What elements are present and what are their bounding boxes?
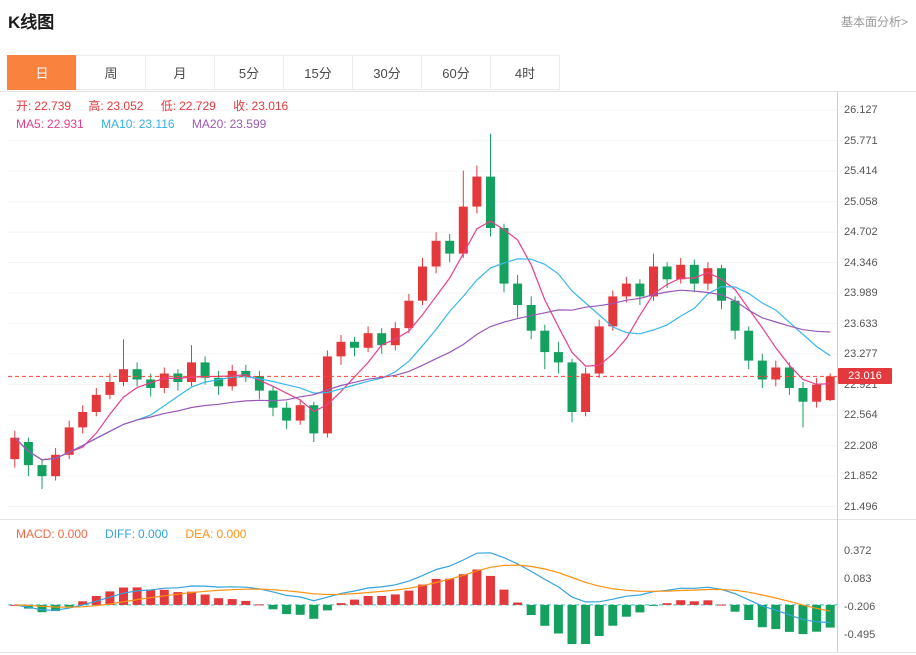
high-value: 23.052 <box>106 99 144 113</box>
diff-value: 0.000 <box>138 527 169 541</box>
price-axis-label: 22.208 <box>844 439 878 452</box>
tab-timeframe-3[interactable]: 月 <box>145 55 215 90</box>
price-axis-label: 24.702 <box>844 226 878 239</box>
price-axis-label: 26.127 <box>844 104 878 117</box>
low-value: 22.729 <box>179 99 216 113</box>
macd-axis-label: -0.495 <box>844 629 876 641</box>
dea-label: DEA: <box>185 527 214 541</box>
diff-label: DIFF: <box>105 527 136 541</box>
macd-label: MACD: <box>16 527 55 541</box>
tab-timeframe-5[interactable]: 15分 <box>283 55 353 90</box>
price-axis-label: 21.852 <box>844 470 878 482</box>
tab-timeframe-6[interactable]: 30分 <box>352 55 422 90</box>
tab-timeframe-8[interactable]: 4时 <box>490 55 560 90</box>
ma10-value: 23.116 <box>138 117 175 131</box>
price-axis-label: 22.564 <box>844 409 878 422</box>
macd-value: 0.000 <box>57 527 88 541</box>
price-axis-label: 23.633 <box>844 317 878 330</box>
ma20-value: 23.599 <box>229 117 267 131</box>
chart-top-border <box>0 91 916 92</box>
panel-divider <box>0 519 916 520</box>
price-axis-label: 21.496 <box>844 500 878 513</box>
chart-bottom-border <box>0 652 916 653</box>
tab-timeframe-2[interactable]: 周 <box>76 55 146 90</box>
open-value: 22.739 <box>34 99 72 113</box>
macd-axis-label: 0.083 <box>844 573 872 585</box>
tab-timeframe-4[interactable]: 5分 <box>214 55 284 90</box>
timeframe-tabs: 日周月 5分 15分 30分 60分 4时 <box>7 55 560 90</box>
axis-border <box>837 91 838 652</box>
ohlc-info: 开: 22.739 高: 23.052 低: 22.729 收: 23.016 <box>16 97 302 114</box>
price-axis-label: 23.989 <box>844 287 878 300</box>
open-label: 开: <box>16 99 32 113</box>
ma20-label: MA20: <box>191 117 227 131</box>
price-axis-label: 24.346 <box>844 256 878 269</box>
tab-timeframe-1[interactable]: 日 <box>7 55 77 90</box>
candlestick-chart[interactable] <box>8 91 837 519</box>
ma5-value: 22.931 <box>47 117 84 131</box>
price-axis-label: 25.058 <box>844 195 878 208</box>
macd-info: MACD: 0.000 DIFF: 0.000 DEA: 0.000 <box>16 527 260 541</box>
dea-value: 0.000 <box>216 527 247 541</box>
ma10-label: MA10: <box>101 117 136 131</box>
tab-timeframe-7[interactable]: 60分 <box>421 55 491 90</box>
macd-axis-label: -0.206 <box>844 601 876 613</box>
price-axis-label: 25.414 <box>844 165 878 178</box>
low-label: 低: <box>160 99 177 113</box>
current-price-tag: 23.016 <box>838 368 892 385</box>
page-title: K线图 <box>8 13 55 32</box>
price-axis-label: 25.771 <box>844 134 878 147</box>
price-axis: 26.127 25.771 25.414 25.058 24.702 24.346 23.9… <box>838 91 916 519</box>
ma-info: MA5: 22.931 MA10: 23.116 MA20: 23.599 <box>16 117 280 131</box>
macd-axis-label: 0.372 <box>844 545 872 557</box>
fundamental-analysis-link[interactable]: 基本面分析> <box>840 15 908 29</box>
ma5-label: MA5: <box>16 117 45 131</box>
price-axis-label: 23.277 <box>844 348 878 360</box>
macd-chart[interactable] <box>8 545 837 650</box>
macd-axis: 0.372 0.083 -0.206 -0.495 <box>838 545 916 650</box>
close-label: 收: <box>233 99 249 113</box>
close-value: 23.016 <box>251 99 289 113</box>
high-label: 高: <box>88 99 104 113</box>
